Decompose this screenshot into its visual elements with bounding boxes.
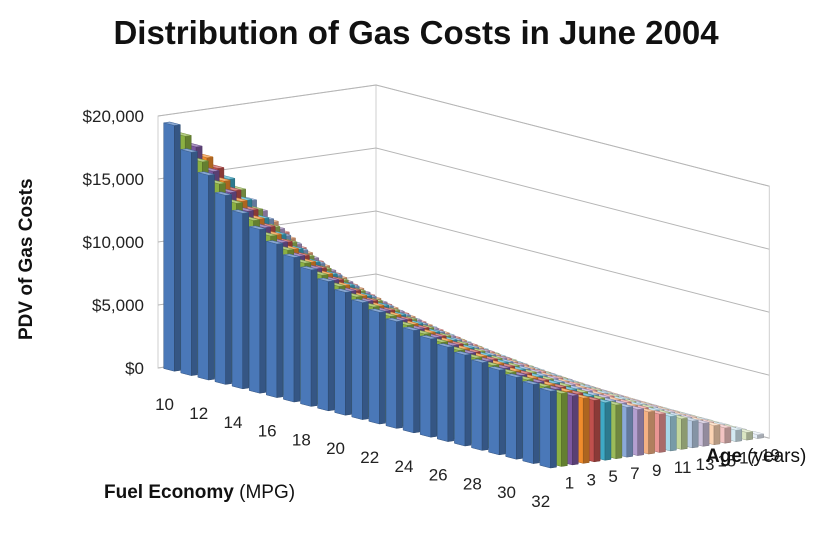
age-axis-label-unit: (years) xyxy=(741,446,807,467)
age-tick-label: 11 xyxy=(674,458,692,477)
x-tick-label: 32 xyxy=(531,492,550,511)
x-tick-label: 28 xyxy=(463,474,482,493)
bar xyxy=(317,277,335,412)
y-tick-label: $0 xyxy=(125,359,144,378)
x-tick-label: 12 xyxy=(189,404,208,423)
x-tick-label: 10 xyxy=(155,395,174,414)
bar xyxy=(351,298,369,420)
x-tick-label: 22 xyxy=(360,448,379,467)
y-tick-label: $20,000 xyxy=(83,107,144,126)
age-tick-label: 3 xyxy=(587,470,596,489)
x-tick-label: 26 xyxy=(429,466,448,485)
chart-title: Distribution of Gas Costs in June 2004 xyxy=(113,14,719,51)
bar xyxy=(180,148,198,376)
bar xyxy=(385,317,403,429)
bar xyxy=(266,240,284,398)
age-tick-label: 9 xyxy=(652,461,661,480)
age-axis-label-bold: Age xyxy=(706,446,742,467)
x-axis-label: Fuel Economy (MPG) xyxy=(104,482,295,504)
age-tick-label: 5 xyxy=(608,467,617,486)
bar xyxy=(214,191,232,385)
x-axis-ticks: 10 12 14 16 18 20 22 24 26 28 30 32 xyxy=(155,395,550,511)
age-tick-label: 7 xyxy=(630,464,639,483)
bar xyxy=(368,308,386,425)
age-tick-label: 15 xyxy=(717,452,736,471)
x-tick-label: 30 xyxy=(497,483,516,502)
y-tick-label: $15,000 xyxy=(83,170,144,189)
bar xyxy=(197,171,215,381)
bar xyxy=(437,343,455,442)
x-axis-label-unit: (MPG) xyxy=(233,482,296,503)
gridline xyxy=(157,84,770,187)
bar xyxy=(300,266,318,407)
age-axis-label: Age (years) xyxy=(706,446,806,468)
bar xyxy=(488,366,506,456)
x-tick-label: 18 xyxy=(292,430,311,449)
gridline xyxy=(157,147,770,250)
bar xyxy=(163,121,181,372)
x-tick-label: 20 xyxy=(326,439,345,458)
y-tick-label: $5,000 xyxy=(92,296,144,315)
bars xyxy=(163,121,764,469)
age-tick-label: 17 xyxy=(739,449,758,468)
x-tick-label: 24 xyxy=(394,457,413,476)
x-tick-label: 16 xyxy=(258,422,277,441)
bar xyxy=(419,335,438,438)
y-axis-ticks: $0 $5,000 $10,000 $15,000 $20,000 xyxy=(83,107,144,378)
bar xyxy=(334,288,352,416)
age-axis-ticks: 1 3 5 7 9 11 13 15 17 19 xyxy=(565,446,780,493)
bar xyxy=(539,387,557,469)
bar xyxy=(231,209,249,390)
x-axis-label-bold: Fuel Economy xyxy=(104,482,234,503)
bar xyxy=(402,326,420,434)
bar xyxy=(248,225,267,394)
bar xyxy=(471,358,489,451)
y-axis-label: PDV of Gas Costs xyxy=(16,178,37,340)
y-tick-label: $10,000 xyxy=(83,233,144,252)
bar xyxy=(283,253,301,403)
age-tick-label: 13 xyxy=(696,455,715,474)
x-tick-label: 14 xyxy=(223,413,242,432)
age-tick-label: 19 xyxy=(761,446,780,465)
bar xyxy=(505,373,523,460)
age-tick-label: 1 xyxy=(565,473,574,492)
bar xyxy=(454,351,472,447)
bar xyxy=(522,380,540,464)
